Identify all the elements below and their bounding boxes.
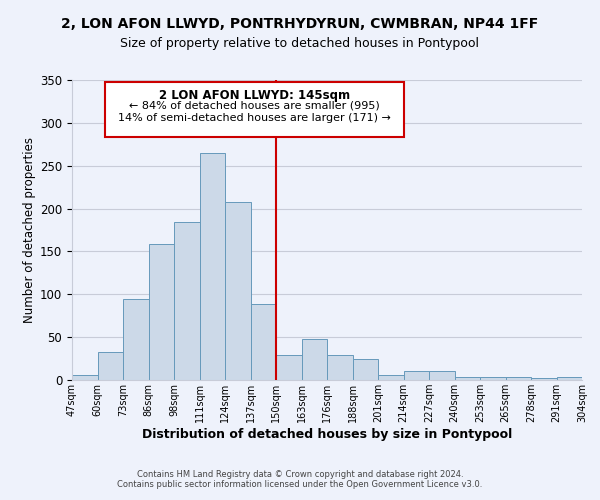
Bar xyxy=(327,355,353,380)
Bar xyxy=(276,355,302,380)
Bar xyxy=(72,375,97,380)
Text: 14% of semi-detached houses are larger (171) →: 14% of semi-detached houses are larger (… xyxy=(118,112,391,122)
Bar xyxy=(97,352,123,380)
Bar xyxy=(174,222,199,380)
Bar xyxy=(149,244,174,380)
Text: Contains HM Land Registry data © Crown copyright and database right 2024.
Contai: Contains HM Land Registry data © Crown c… xyxy=(118,470,482,489)
Text: Size of property relative to detached houses in Pontypool: Size of property relative to detached ho… xyxy=(121,38,479,51)
Text: ← 84% of detached houses are smaller (995): ← 84% of detached houses are smaller (99… xyxy=(129,100,380,110)
Bar xyxy=(378,375,404,380)
Bar xyxy=(480,378,505,380)
Text: 2, LON AFON LLWYD, PONTRHYDYRUN, CWMBRAN, NP44 1FF: 2, LON AFON LLWYD, PONTRHYDYRUN, CWMBRAN… xyxy=(61,18,539,32)
Bar xyxy=(302,339,327,380)
X-axis label: Distribution of detached houses by size in Pontypool: Distribution of detached houses by size … xyxy=(142,428,512,441)
Y-axis label: Number of detached properties: Number of detached properties xyxy=(23,137,36,323)
Bar xyxy=(455,376,480,380)
Bar xyxy=(123,298,149,380)
Bar xyxy=(557,378,582,380)
Bar xyxy=(404,372,429,380)
Bar xyxy=(199,153,225,380)
FancyBboxPatch shape xyxy=(105,82,404,138)
Bar xyxy=(225,202,251,380)
Bar xyxy=(429,372,455,380)
Bar xyxy=(353,360,378,380)
Bar xyxy=(505,376,531,380)
Bar xyxy=(251,304,276,380)
Text: 2 LON AFON LLWYD: 145sqm: 2 LON AFON LLWYD: 145sqm xyxy=(159,88,350,102)
Bar xyxy=(531,378,557,380)
